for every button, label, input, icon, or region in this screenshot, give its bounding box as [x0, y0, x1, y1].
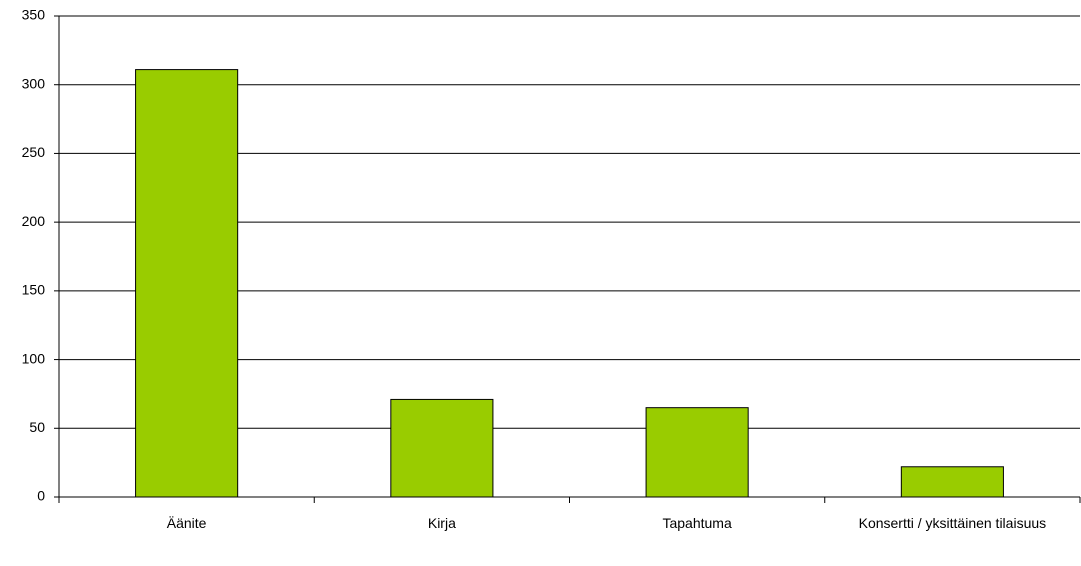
- x-tick-label: Kirja: [427, 515, 456, 531]
- y-tick-label: 50: [29, 419, 45, 435]
- bar: [390, 398, 494, 498]
- y-tick-label: 0: [37, 488, 45, 504]
- bar: [900, 466, 1004, 498]
- y-tick-label: 300: [22, 75, 46, 91]
- y-tick-label: 350: [22, 7, 46, 23]
- y-tick-label: 150: [22, 282, 46, 298]
- y-tick-label: 100: [22, 350, 46, 366]
- bar: [135, 69, 239, 498]
- bar: [645, 407, 749, 498]
- x-tick-label: Konsertti / yksittäinen tilaisuus: [858, 515, 1047, 531]
- x-tick-label: Äänite: [166, 515, 207, 531]
- y-tick-label: 250: [22, 144, 46, 160]
- y-tick-label: 200: [22, 213, 46, 229]
- x-tick-label: Tapahtuma: [662, 515, 732, 531]
